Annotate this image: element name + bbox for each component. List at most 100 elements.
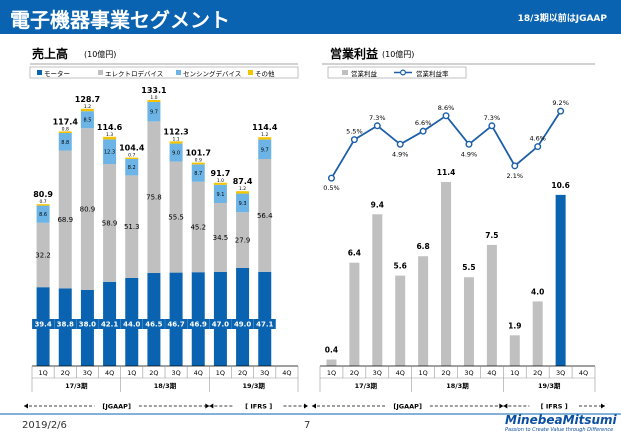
sales-legend-label: エレクトロデバイス	[105, 69, 163, 78]
sales-bar-segment	[58, 133, 72, 151]
profit-category-label: 4Q	[396, 369, 405, 377]
profit-bar	[326, 359, 337, 366]
sales-standard-label: [JGAAP]	[102, 403, 131, 411]
sales-sensing-label: 8.2	[128, 165, 136, 171]
sales-total-label: 114.6	[97, 123, 123, 132]
sales-unit: (10億円)	[84, 49, 116, 59]
profit-bar-label: 9.4	[371, 200, 384, 209]
header-bar: 電子機器事業セグメント 18/3期以前はJGAAP	[0, 0, 621, 34]
sales-electro-label: 45.2	[190, 224, 206, 232]
sales-legend-swatch	[248, 70, 253, 75]
logo-name: MinebeaMitsumi	[505, 413, 617, 427]
sales-standard-arrowhead	[209, 403, 214, 409]
sales-category-label: 1Q	[38, 369, 47, 377]
sales-motor-label-bg	[98, 319, 121, 329]
sales-bar-segment	[36, 205, 50, 223]
profit-bar	[509, 335, 520, 366]
sales-motor-label-bg	[165, 319, 188, 329]
logo-tagline: Passion to Create Value through Differen…	[505, 427, 614, 433]
profit-margin-label: 4.9%	[461, 150, 478, 158]
sales-other-label: 0.7	[39, 199, 46, 205]
accounting-note: 18/3期以前はJGAAP	[517, 14, 607, 24]
sales-category-label: 4Q	[105, 369, 114, 377]
sales-motor-label-bg	[54, 319, 77, 329]
profit-bar-label: 5.6	[394, 262, 407, 271]
sales-bar-segment	[103, 164, 117, 282]
sales-sensing-label: 9.7	[150, 110, 158, 116]
sales-standard-arrowhead	[205, 403, 210, 409]
sales-standard-arrowhead	[304, 403, 308, 409]
sales-category-label: 2Q	[149, 369, 158, 377]
profit-standard-arrowhead	[312, 403, 316, 409]
sales-legend-label: センシングデバイス	[183, 69, 241, 78]
profit-standard-arrowhead	[499, 403, 504, 409]
profit-bar-label: 10.6	[551, 181, 570, 190]
profit-bar-label: 0.4	[325, 346, 338, 355]
sales-motor-label: 38.0	[79, 321, 96, 329]
sales-electro-label: 58.9	[102, 219, 118, 227]
profit-group-label: 18/3期	[446, 381, 469, 390]
profit-bar	[441, 181, 452, 366]
profit-margin-point	[488, 122, 496, 130]
sales-sensing-label: 9.0	[172, 151, 180, 157]
sales-category-label: 2Q	[61, 369, 70, 377]
sales-bar-segment	[236, 268, 250, 366]
page-title: 電子機器事業セグメント	[10, 8, 230, 32]
sales-motor-label-bg	[76, 319, 99, 329]
company-logo: MinebeaMitsumi Passion to Create Value t…	[505, 414, 617, 434]
sales-group-label: 18/3期	[154, 381, 177, 390]
sales-sensing-label: 8.7	[194, 171, 202, 177]
sales-total-label: 87.4	[233, 177, 253, 186]
sales-category-label: 2Q	[238, 369, 247, 377]
profit-margin-label: 6.6%	[415, 119, 432, 127]
sales-motor-label: 44.0	[123, 321, 140, 329]
sales-bar-segment	[80, 108, 94, 112]
profit-category-label: 1Q	[510, 369, 519, 377]
profit-standard-arrowhead	[601, 403, 605, 409]
sales-other-label: 1.0	[217, 178, 224, 184]
profit-bar-label: 7.5	[485, 231, 498, 240]
sales-bar-segment	[236, 212, 250, 268]
sales-legend-box	[29, 66, 299, 79]
profit-margin-point	[534, 143, 542, 151]
sales-bar-segment	[103, 139, 117, 164]
profit-bar-label: 5.5	[462, 263, 475, 272]
sales-motor-label: 47.1	[256, 321, 273, 329]
sales-motor-label-bg	[209, 319, 232, 329]
profit-margin-point	[350, 136, 358, 144]
sales-other-label: 1.0	[150, 95, 157, 101]
sales-category-label: 4Q	[282, 369, 291, 377]
profit-bar	[395, 275, 406, 366]
sales-motor-label: 38.8	[57, 321, 74, 329]
sales-bar-segment	[125, 159, 139, 176]
profit-bar	[532, 301, 543, 366]
sales-category-label: 3Q	[260, 369, 269, 377]
profit-margin-label: 9.2%	[552, 99, 569, 107]
sales-bar-segment	[191, 162, 205, 165]
sales-electro-label: 80.9	[80, 206, 96, 214]
profit-margin-point	[396, 140, 404, 148]
sales-motor-label-bg	[231, 319, 254, 329]
sales-electro-label: 32.2	[35, 252, 51, 260]
sales-bar-segment	[258, 139, 272, 159]
sales-category-label: 3Q	[83, 369, 92, 377]
profit-bar	[349, 262, 360, 366]
sales-legend-label: モーター	[44, 69, 70, 78]
sales-category-label: 4Q	[194, 369, 203, 377]
profit-margin-label: 8.6%	[438, 104, 455, 112]
sales-bar-segment	[80, 111, 94, 129]
sales-other-label: 1.3	[106, 132, 113, 138]
profit-group-label: 19/3期	[538, 381, 561, 390]
profit-bar	[372, 214, 383, 366]
sales-total-label: 112.3	[163, 127, 188, 136]
sales-bar-segment	[258, 159, 272, 272]
sales-standard-arrowhead	[24, 403, 28, 409]
sales-motor-label-bg	[253, 319, 276, 329]
sales-title: 売上高	[32, 46, 68, 61]
sales-bar-segment	[258, 137, 272, 140]
profit-group-label: 17/3期	[355, 381, 378, 390]
sales-bar-segment	[169, 161, 183, 273]
profit-bar-label: 4.0	[531, 287, 544, 296]
sales-bar-segment	[236, 193, 250, 213]
